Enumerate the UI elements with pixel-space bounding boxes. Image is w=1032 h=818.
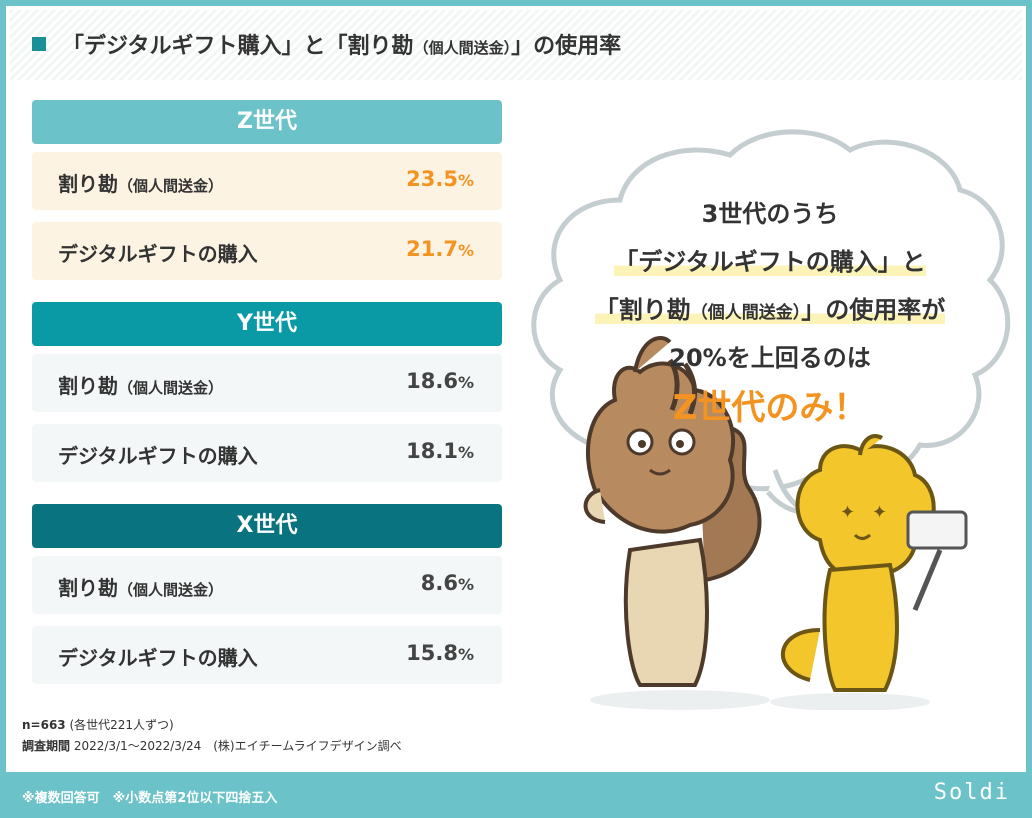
table-row: デジタルギフトの購入 21.7% [32,222,502,280]
table-row: 割り勘（個人間送金） 8.6% [32,556,502,614]
row-value: 21.7% [406,237,474,261]
bubble-line-2: 「デジタルギフトの購入」と [614,248,926,276]
group-header-1: Y世代 [32,302,502,346]
bubble-line-5: Z世代のみ！ [672,388,868,428]
row-label: 割り勘（個人間送金） [58,374,224,398]
title-square-icon [32,37,46,51]
svg-text:✦: ✦ [872,502,887,523]
row-label: 割り勘（個人間送金） [58,172,224,196]
value-number: 8.6 [420,571,458,595]
row-value: 18.6% [406,369,474,393]
table-row: デジタルギフトの購入 18.1% [32,424,502,482]
shadow-right [770,693,930,710]
row-value: 23.5% [406,167,474,191]
value-number: 15.8 [406,641,458,665]
group-header-0: Z世代 [32,100,502,144]
footnote: ※複数回答可 ※小数点第2位以下四捨五入 [22,791,278,806]
table-row: 割り勘（個人間送金） 18.6% [32,354,502,412]
squirrel-right-icon: ✦ ✦ [781,434,968,692]
row-value: 8.6% [420,571,474,595]
row-label: デジタルギフトの購入 [58,646,258,670]
row-label: デジタルギフトの購入 [58,242,258,266]
row-label: 割り勘（個人間送金） [58,576,224,600]
row-label: デジタルギフトの購入 [58,444,258,468]
row-value: 15.8% [406,641,474,665]
period-note: 調査期間 2022/3/1〜2022/3/24 (株)エイチームライフデザイン調… [22,739,402,753]
bubble-line-1: 3世代のうち [701,200,839,228]
svg-text:✦: ✦ [840,502,855,523]
page-title: 「デジタルギフト購入」と「割り勘（個人間送金）」の使用率 [62,34,622,59]
group-header-2: X世代 [32,504,502,548]
footer-bar: ※複数回答可 ※小数点第2位以下四捨五入 Soldi [0,772,1032,818]
sample-note: n=663 (各世代221人ずつ) [22,718,174,732]
bubble-line-4: 20%を上回るのは [669,344,871,372]
header-band: 「デジタルギフト購入」と「割り勘（個人間送金）」の使用率 [10,10,1022,80]
value-number: 18.6 [406,369,458,393]
table-row: デジタルギフトの購入 15.8% [32,626,502,684]
soldi-logo: Soldi [933,780,1010,805]
bubble-line-3: 「割り勘（個人間送金）」の使用率が [594,296,946,324]
squirrel-left-icon [583,336,762,687]
shadow-left [590,690,770,710]
value-number: 21.7 [406,237,458,261]
table-row: 割り勘（個人間送金） 23.5% [32,152,502,210]
value-number: 18.1 [406,439,458,463]
value-number: 23.5 [406,167,458,191]
row-value: 18.1% [406,439,474,463]
